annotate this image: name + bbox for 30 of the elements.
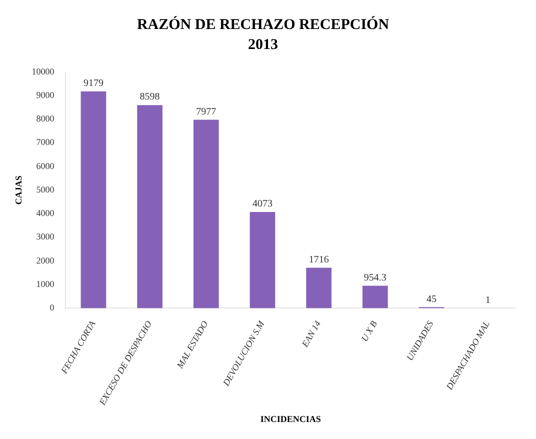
y-tick-label: 8000 xyxy=(36,114,55,124)
y-tick-label: 4000 xyxy=(36,208,55,218)
data-label: 1716 xyxy=(308,254,329,266)
bar xyxy=(250,212,276,308)
bar xyxy=(80,91,106,308)
y-tick-label: 7000 xyxy=(36,137,55,148)
bar xyxy=(193,120,219,308)
data-label: 8598 xyxy=(140,92,160,103)
bar xyxy=(137,105,162,308)
bar xyxy=(306,268,332,308)
y-tick-label: 3000 xyxy=(36,232,55,242)
bar xyxy=(362,286,388,308)
y-tick-label: 0 xyxy=(50,302,55,313)
x-axis-title: INCIDENCIAS xyxy=(260,414,321,424)
data-label: 1 xyxy=(485,294,490,306)
data-label: 954.3 xyxy=(364,272,386,284)
y-axis-title: CAJAS xyxy=(14,176,24,205)
y-tick-label: 5000 xyxy=(36,184,55,194)
y-tick-label: 9000 xyxy=(36,90,55,100)
data-label: 45 xyxy=(426,294,436,305)
y-tick-label: 6000 xyxy=(36,160,55,171)
y-tick-label: 1000 xyxy=(36,278,55,289)
y-tick-label: 10000 xyxy=(32,66,55,76)
data-label: 7977 xyxy=(196,106,216,118)
y-tick-label: 2000 xyxy=(36,255,55,266)
x-tick-label: U X B xyxy=(359,318,380,344)
chart-subtitle: 2013 xyxy=(248,36,278,53)
data-label: 9179 xyxy=(83,78,104,90)
data-label: 4073 xyxy=(252,198,272,210)
chart-title: RAZÓN DE RECHAZO RECEPCIÓN xyxy=(136,16,390,33)
